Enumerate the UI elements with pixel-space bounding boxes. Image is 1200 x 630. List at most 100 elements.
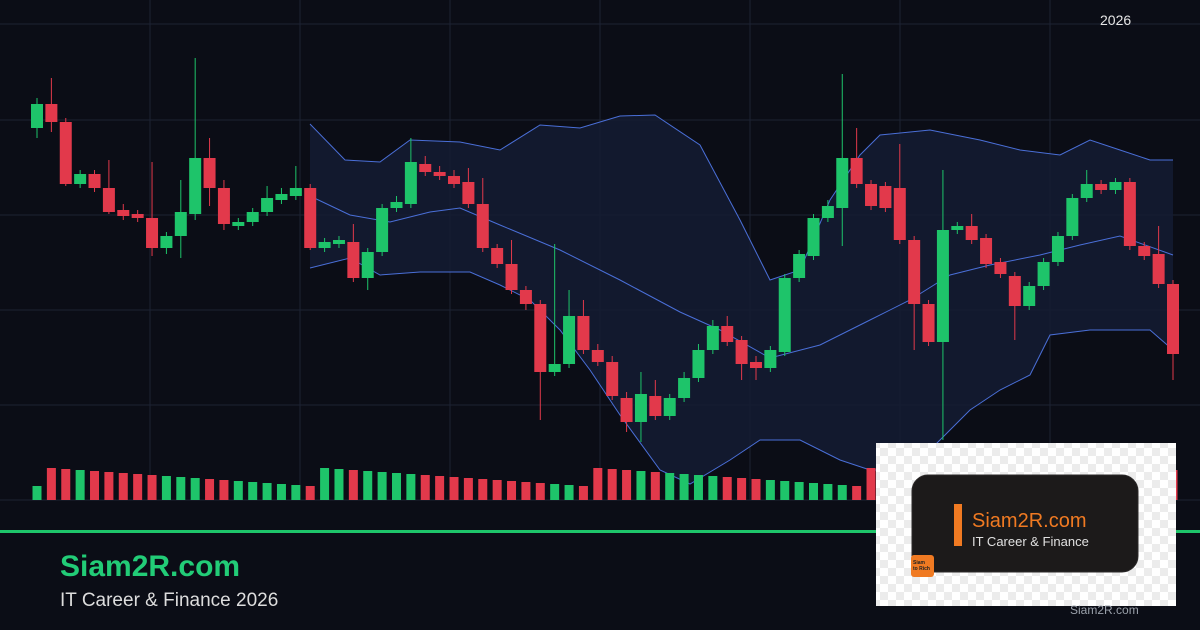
lower-band	[309, 257, 1174, 485]
volume-bar	[737, 478, 747, 500]
volume-bar	[190, 478, 200, 500]
candle-body	[131, 214, 144, 218]
candle-body	[663, 398, 676, 416]
candle-body	[519, 290, 532, 304]
volume-bar	[391, 473, 401, 500]
volume-bar	[161, 476, 171, 500]
candle-body	[146, 218, 159, 248]
volume-bar	[75, 470, 85, 500]
volume-bar	[794, 482, 804, 500]
candle-body	[476, 204, 489, 248]
candle-body	[548, 364, 561, 372]
volume-bar	[305, 486, 315, 500]
candle-body	[1095, 184, 1108, 190]
candle-body	[45, 104, 58, 122]
tagline: IT Career & Finance 2026	[60, 590, 279, 611]
site-name: Siam2R.com	[60, 550, 241, 583]
candle-body	[649, 396, 662, 416]
candle-body	[390, 202, 403, 208]
candle-body	[879, 186, 892, 208]
volume-bar	[665, 473, 675, 500]
volume-bar	[550, 484, 560, 500]
volume-bar	[46, 468, 56, 500]
candle-body	[1080, 184, 1093, 198]
candle-body	[102, 188, 115, 212]
candle-body	[419, 164, 432, 172]
candle-body	[462, 182, 475, 204]
volume-bar	[32, 486, 42, 500]
volume-bar	[507, 481, 517, 500]
candle-body	[448, 176, 461, 184]
logo-card	[911, 474, 1139, 573]
volume-bar	[406, 474, 416, 500]
bollinger-band	[310, 115, 1173, 484]
candle-body	[217, 188, 230, 224]
volume-bar	[693, 475, 703, 500]
volume-bar	[679, 474, 689, 500]
logo-badge	[911, 555, 934, 577]
candle-body	[778, 278, 791, 352]
candle-body	[203, 158, 216, 188]
volume-bar	[852, 486, 862, 500]
candle-body	[1109, 182, 1122, 190]
candle-body	[606, 362, 619, 396]
candle-body	[404, 162, 417, 204]
volume-bar	[751, 479, 761, 500]
badge-text: Siam to Rich	[913, 560, 930, 572]
badge-line: to Rich	[913, 566, 930, 572]
candle-body	[980, 238, 993, 264]
volume-bar	[535, 483, 545, 500]
volume-bar	[320, 468, 330, 500]
candle-body	[1037, 262, 1050, 286]
volume-bar	[348, 470, 358, 500]
candle-body	[1008, 276, 1021, 306]
candle-body	[706, 326, 719, 350]
candle-body	[59, 122, 72, 184]
volume-bar	[708, 476, 718, 500]
logo-subtitle: IT Career & Finance	[972, 534, 1089, 549]
candle-body	[347, 242, 360, 278]
candle-body	[1123, 182, 1136, 246]
volume-bar	[205, 479, 215, 500]
badge-line: Siam	[913, 560, 925, 566]
logo-title: Siam2R.com	[972, 510, 1087, 532]
volume-bar	[248, 482, 258, 500]
volume-bar	[435, 476, 445, 500]
candle-body	[261, 198, 274, 212]
volume-bar	[233, 481, 243, 500]
volume-bar	[133, 474, 143, 500]
candle-body	[1152, 254, 1165, 284]
candle-body	[793, 254, 806, 278]
candle-body	[634, 394, 647, 422]
candle-body	[376, 208, 389, 252]
candle-body	[1023, 286, 1036, 306]
candle-body	[764, 350, 777, 368]
candle-body	[1066, 198, 1079, 236]
candle-body	[692, 350, 705, 378]
volume-bar	[463, 478, 473, 500]
candle-body	[836, 158, 849, 208]
candle-body	[678, 378, 691, 398]
candle-body	[1138, 246, 1151, 256]
candle-body	[893, 188, 906, 240]
candle-body	[563, 316, 576, 364]
volume-bar	[650, 472, 660, 500]
candle-body	[31, 104, 43, 128]
candle-body	[577, 316, 590, 350]
volume-bar	[334, 469, 344, 500]
candle-body	[807, 218, 820, 256]
candle-body	[1051, 236, 1064, 262]
volume-bar	[521, 482, 531, 500]
volume-bar	[780, 481, 790, 500]
volume-bar	[765, 480, 775, 500]
candle-body	[275, 194, 288, 200]
volume-bar	[176, 477, 186, 500]
volume-bar	[61, 469, 71, 500]
candle-body	[735, 340, 748, 364]
candle-body	[749, 362, 762, 368]
candle-body	[174, 212, 187, 236]
volume-bar	[420, 475, 430, 500]
watermark: Siam2R.com	[1070, 603, 1139, 617]
candle-body	[1167, 284, 1179, 354]
candle-body	[117, 210, 130, 216]
